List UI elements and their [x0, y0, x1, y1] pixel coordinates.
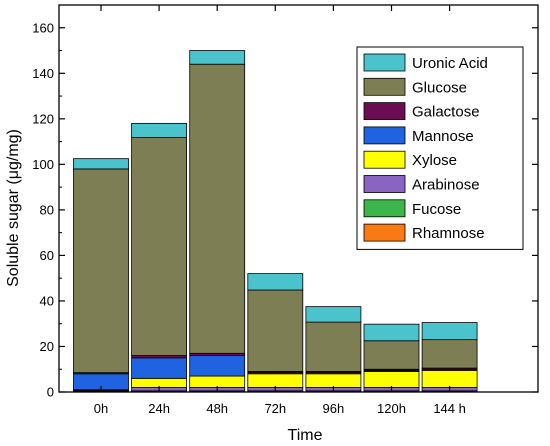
- legend-label-arabinose: Arabinose: [412, 177, 480, 194]
- legend-label-mannose: Mannose: [412, 128, 474, 145]
- axes-layer: [58, 4, 539, 393]
- bar-glucose-0: [73, 168, 129, 374]
- bar-uronic-acid-0: [73, 158, 129, 170]
- bar-mannose-2: [189, 355, 246, 377]
- y-axis-title: Soluble sugar (μg/mg): [5, 129, 22, 287]
- bar-uronic-acid-2: [189, 50, 246, 65]
- bar-xylose-4: [305, 373, 362, 388]
- y-tick-label: 20: [40, 339, 54, 354]
- x-tick-label: 48h: [206, 401, 228, 416]
- legend-swatch-uronic-acid: [363, 53, 406, 72]
- x-tick-label: 0h: [94, 401, 108, 416]
- bars-layer: [73, 50, 478, 393]
- y-tick-label: 120: [32, 111, 54, 126]
- legend-box: [356, 46, 524, 250]
- legend-label-xylose: Xylose: [412, 152, 457, 169]
- x-axis-title: Time: [288, 427, 323, 444]
- bar-uronic-acid-5: [363, 323, 420, 342]
- bar-uronic-acid-3: [247, 273, 304, 291]
- legend: Uronic Acid Glucose Galactose Mannose Xylose…: [356, 46, 524, 250]
- y-tick-label: 40: [40, 293, 54, 308]
- legend-label-uronic-acid: Uronic Acid: [412, 55, 488, 72]
- x-tick-label: 144 h: [433, 401, 466, 416]
- bar-xylose-5: [363, 371, 420, 388]
- bar-xylose-2: [189, 375, 246, 388]
- legend-swatch-xylose: [363, 150, 406, 169]
- y-tick-label: 100: [32, 157, 54, 172]
- legend-label-galactose: Galactose: [412, 104, 480, 121]
- bar-glucose-6: [421, 339, 478, 369]
- y-tick-label: 60: [40, 248, 54, 263]
- y-tick-label: 80: [40, 202, 54, 217]
- plot-frame: [58, 4, 539, 393]
- x-tick-label: 24h: [148, 401, 170, 416]
- bar-uronic-acid-6: [421, 322, 478, 341]
- tick-labels-layer: 0 20 40 60 80 100 120 140 160 0h 24h 48h 72h 96h 120h 1…: [32, 5, 538, 416]
- x-tick-label: 120h: [377, 401, 406, 416]
- bar-xylose-3: [247, 373, 304, 388]
- legend-swatch-rhamnose: [363, 223, 406, 242]
- bar-xylose-6: [421, 369, 478, 388]
- y-tick-label: 0: [47, 385, 54, 400]
- bar-uronic-acid-4: [305, 306, 362, 323]
- legend-swatch-galactose: [363, 102, 406, 120]
- x-tick-label: 72h: [264, 401, 286, 416]
- legend-label-rhamnose: Rhamnose: [412, 225, 485, 242]
- legend-swatch-mannose: [363, 126, 406, 145]
- bar-uronic-acid-1: [131, 122, 188, 138]
- bar-glucose-1: [131, 137, 188, 356]
- bar-mannose-1: [131, 357, 188, 379]
- legend-swatch-arabinose: [363, 175, 406, 193]
- legend-label-fucose: Fucose: [412, 201, 461, 218]
- y-tick-label: 140: [32, 66, 54, 81]
- bar-glucose-3: [247, 289, 304, 372]
- legend-swatch-glucose: [363, 77, 406, 96]
- bar-glucose-5: [363, 340, 420, 370]
- bar-glucose-2: [189, 63, 246, 354]
- bar-glucose-4: [305, 321, 362, 372]
- legend-label-glucose: Glucose: [412, 79, 467, 96]
- x-tick-label: 96h: [323, 401, 345, 416]
- y-tick-label: 160: [32, 20, 54, 35]
- legend-swatch-fucose: [363, 199, 406, 218]
